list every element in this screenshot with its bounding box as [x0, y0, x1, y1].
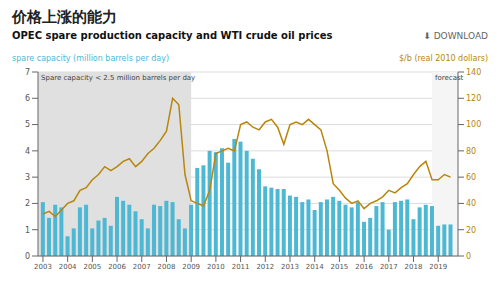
svg-text:140: 140	[466, 68, 481, 77]
svg-text:40: 40	[466, 199, 476, 208]
svg-text:2011: 2011	[232, 263, 250, 271]
html-text:spare capacity (million barrel: spare capacity (million barrels per day)	[12, 54, 170, 63]
svg-text:2009: 2009	[182, 263, 200, 271]
html-text:价格上涨的能力: 价格上涨的能力	[12, 8, 117, 26]
html-text:$/b (real 2010 dollars): $/b (real 2010 dollars)	[399, 54, 488, 63]
svg-text:7: 7	[25, 68, 30, 77]
svg-text:0: 0	[466, 252, 471, 261]
svg-text:2014: 2014	[306, 263, 324, 271]
svg-text:0: 0	[25, 252, 30, 261]
svg-text:Spare capacity < 2.5 million b: Spare capacity < 2.5 million barrels per…	[41, 74, 195, 82]
html-text:⬇ DOWNLOAD: ⬇ DOWNLOAD	[423, 31, 488, 41]
svg-text:2019: 2019	[429, 263, 447, 271]
svg-text:2003: 2003	[34, 263, 52, 271]
svg-text:2010: 2010	[207, 263, 225, 271]
svg-text:2007: 2007	[133, 263, 151, 271]
svg-text:2016: 2016	[355, 263, 373, 271]
svg-text:4: 4	[25, 147, 30, 156]
html-text:OPEC spare production capacity: OPEC spare production capacity and WTI c…	[12, 30, 333, 41]
svg-text:2008: 2008	[158, 263, 176, 271]
svg-text:2015: 2015	[330, 263, 348, 271]
svg-text:80: 80	[466, 147, 476, 156]
svg-text:120: 120	[466, 94, 481, 103]
svg-text:forecast: forecast	[435, 74, 464, 82]
svg-text:1: 1	[25, 226, 30, 235]
svg-text:2: 2	[25, 199, 30, 208]
svg-text:2012: 2012	[256, 263, 274, 271]
svg-text:2013: 2013	[281, 263, 299, 271]
svg-text:2018: 2018	[405, 263, 423, 271]
svg-text:60: 60	[466, 173, 476, 182]
svg-text:2006: 2006	[108, 263, 126, 271]
svg-text:2017: 2017	[380, 263, 398, 271]
svg-text:100: 100	[466, 120, 481, 129]
svg-text:3: 3	[25, 173, 30, 182]
svg-text:2005: 2005	[83, 263, 101, 271]
svg-text:2004: 2004	[59, 263, 77, 271]
svg-text:5: 5	[25, 120, 30, 129]
svg-text:6: 6	[25, 94, 30, 103]
svg-text:20: 20	[466, 226, 476, 235]
